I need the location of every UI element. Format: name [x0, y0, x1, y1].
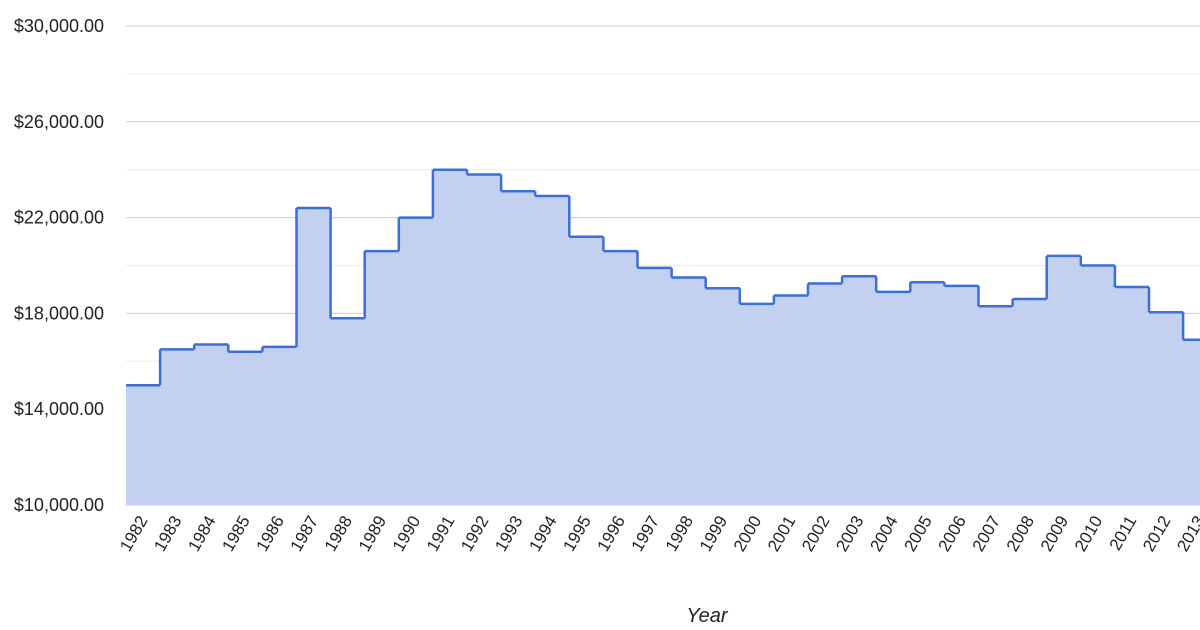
y-tick-label: $10,000.00: [14, 495, 104, 515]
x-axis-title: Year: [686, 605, 728, 627]
y-tick-label: $22,000.00: [14, 208, 104, 228]
x-tick-label: 1988: [321, 513, 356, 555]
y-tick-label: $18,000.00: [14, 303, 104, 323]
x-tick-label: 1996: [594, 513, 629, 555]
x-tick-label: 1989: [355, 513, 390, 555]
x-tick-label: 2012: [1139, 513, 1174, 555]
x-tick-label: 2003: [832, 513, 867, 555]
x-tick-label: 2001: [764, 513, 799, 555]
x-tick-label: 1990: [389, 513, 424, 555]
x-tick-label: 1999: [696, 513, 731, 555]
x-tick-label: 1991: [423, 513, 458, 555]
y-tick-label: $30,000.00: [14, 16, 104, 36]
area-fill: [126, 169, 1200, 505]
x-tick-label: 2006: [935, 513, 970, 555]
x-tick-label: 1983: [150, 513, 185, 555]
y-tick-label: $14,000.00: [14, 399, 104, 419]
x-tick-label: 1998: [662, 513, 697, 555]
x-tick-label: 1985: [218, 513, 253, 555]
x-tick-label: 2011: [1106, 513, 1141, 554]
series-area: [126, 168, 1200, 505]
x-tick-label: 1992: [457, 513, 492, 555]
x-tick-label: 2004: [866, 513, 901, 555]
x-tick-label: 2005: [900, 513, 935, 555]
x-tick-label: 1997: [628, 513, 663, 555]
x-tick-label: 2000: [730, 513, 765, 555]
x-tick-label: 2008: [1003, 513, 1038, 555]
x-tick-label: 1987: [287, 513, 322, 555]
x-tick-label: 2007: [969, 513, 1004, 555]
x-tick-label: 1986: [253, 513, 288, 555]
x-tick-label: 1984: [184, 513, 219, 555]
x-tick-label: 2009: [1037, 513, 1072, 555]
x-tick-label: 1993: [491, 513, 526, 555]
x-tick-label: 1982: [116, 513, 151, 555]
x-axis: 1982198319841985198619871988198919901991…: [116, 513, 1200, 555]
x-tick-label: 2010: [1071, 513, 1106, 555]
x-tick-label: 1994: [525, 513, 560, 555]
y-axis: $10,000.00 $14,000.00 $18,000.00 $22,000.00…: [14, 16, 104, 515]
x-tick-label: 1995: [559, 513, 594, 555]
x-tick-label: 2013: [1173, 513, 1200, 555]
x-tick-label: 2002: [798, 513, 833, 555]
y-tick-label: $26,000.00: [14, 112, 104, 132]
